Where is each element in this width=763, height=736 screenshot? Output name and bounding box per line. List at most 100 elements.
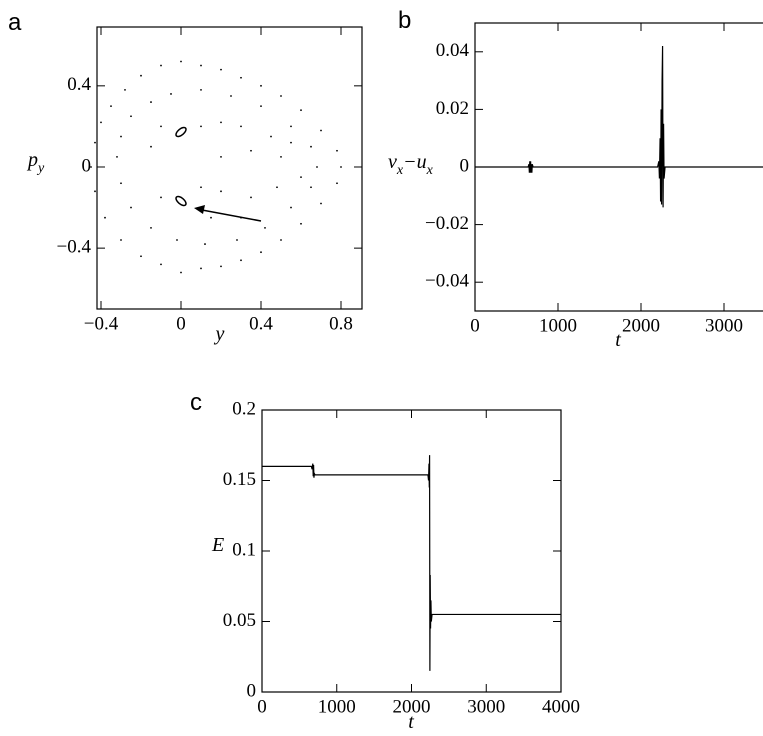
point [276,186,278,189]
point [150,226,152,229]
point [310,145,312,148]
point [180,271,182,274]
panel-label: a [8,9,22,36]
point [280,239,282,241]
point [340,166,342,168]
point [250,196,252,199]
island [175,126,187,138]
point [240,76,242,79]
point [160,196,162,199]
point [220,121,222,124]
x-tick-label: 2000 [393,696,431,717]
point [200,64,202,67]
y-tick-label: 0.04 [436,40,470,61]
point [120,239,122,241]
point [120,135,122,138]
point [240,216,242,219]
y-tick-label: −0.04 [425,271,469,292]
x-tick-label: 0.4 [249,313,273,334]
point [240,125,242,128]
x-tick-label: 0 [257,696,267,717]
point [100,121,102,124]
x-axis-label: y [214,323,225,345]
point [150,145,152,148]
y-tick-label: 0.02 [436,98,469,119]
y-tick-label: 0 [247,680,257,701]
point [220,68,222,71]
y-tick-label: 0 [82,155,92,176]
point [220,190,222,193]
x-tick-label: 1000 [318,696,356,717]
point [204,243,206,245]
point [230,95,232,97]
label-part: −u [403,151,427,173]
y-tick-label: 0.05 [223,610,256,631]
point [200,125,202,128]
plot-frame [96,26,363,310]
data-line [262,455,561,671]
arrow-head [194,205,205,214]
point [110,105,112,108]
x-axis-label: t [615,329,621,351]
point [236,239,238,241]
x-tick-label: 3000 [467,696,505,717]
point [300,109,302,112]
x-axis-label: t [408,711,414,733]
y-axis-label: E [211,534,224,556]
point [220,265,222,268]
point [336,182,338,185]
panel-label: b [398,7,411,34]
point [240,259,242,262]
point [290,141,292,144]
point [280,95,282,97]
x-tick-label: 1000 [539,315,577,336]
point [200,186,202,189]
point [320,129,322,132]
data-line [475,46,763,208]
point [200,88,202,91]
x-tick-label: 0 [470,315,480,336]
subscript: y [36,161,45,176]
x-tick-label: 0 [176,313,186,334]
x-tick-label: −0.4 [84,313,119,334]
subscript: x [426,163,434,178]
point [316,166,318,168]
y-tick-label: 0.2 [232,398,256,419]
point [160,64,162,67]
point [336,149,338,152]
point [310,186,312,189]
island [175,195,187,207]
point [250,149,252,152]
point [116,155,118,158]
point [280,155,282,158]
y-tick-label: 0.1 [232,539,256,560]
point [176,239,178,241]
point [260,251,262,254]
y-tick-label: 0.4 [67,74,91,95]
point [150,101,152,103]
point [300,222,302,225]
point [104,216,106,219]
y-tick-label: −0.02 [425,213,469,234]
point [140,255,142,258]
point [270,135,272,138]
point [260,84,262,87]
point [120,182,122,185]
y-axis-label: vx−ux [388,151,434,178]
label-part: p [26,149,38,171]
plot-frame [261,409,562,693]
point [94,141,96,144]
x-tick-label: 2000 [622,315,660,336]
point [260,105,262,108]
point [130,115,132,118]
subscript: x [396,163,404,178]
x-tick-label: 4000 [542,696,580,717]
point [220,155,222,158]
y-tick-label: −0.4 [57,236,92,257]
point [140,74,142,77]
x-tick-label: 0.8 [329,313,353,334]
point [180,60,182,63]
arrow-shaft [201,209,262,222]
point [160,125,162,128]
